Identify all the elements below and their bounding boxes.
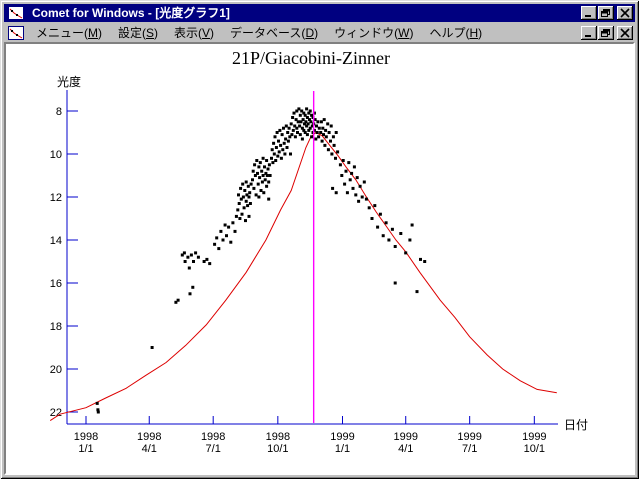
mdi-close-button[interactable] — [617, 25, 633, 40]
chart-client-area — [4, 42, 635, 475]
close-icon — [620, 8, 630, 18]
menu-item-menu[interactable]: メニュー(M) — [36, 26, 102, 40]
mdi-minimize-button[interactable] — [581, 25, 597, 40]
menu-item-help[interactable]: ヘルプ(H) — [429, 26, 483, 40]
menu-items: メニュー(M) 設定(S) 表示(V) データベース(D) ウィンドウ(W) ヘルプ(H) — [28, 22, 580, 43]
minimize-icon — [585, 34, 591, 37]
menu-item-view[interactable]: 表示(V) — [174, 26, 215, 40]
document-icon[interactable] — [8, 25, 24, 40]
title-bar: Comet for Windows - [光度グラフ1] — [4, 4, 635, 22]
app-icon[interactable] — [8, 6, 24, 20]
menu-bar: メニュー(M) 設定(S) 表示(V) データベース(D) ウィンドウ(W) ヘルプ(H) — [4, 23, 635, 42]
minimize-button[interactable] — [581, 6, 597, 20]
restore-icon — [601, 9, 610, 17]
restore-icon — [601, 28, 610, 37]
window-title: Comet for Windows - [光度グラフ1] — [32, 6, 230, 20]
menu-item-window[interactable]: ウィンドウ(W) — [334, 26, 414, 40]
close-icon — [620, 27, 630, 38]
menu-item-settings[interactable]: 設定(S) — [118, 26, 159, 40]
menu-item-database[interactable]: データベース(D) — [230, 26, 319, 40]
restore-button[interactable] — [598, 6, 614, 20]
close-button[interactable] — [617, 6, 633, 20]
mdi-restore-button[interactable] — [598, 25, 614, 40]
minimize-icon — [585, 15, 591, 17]
